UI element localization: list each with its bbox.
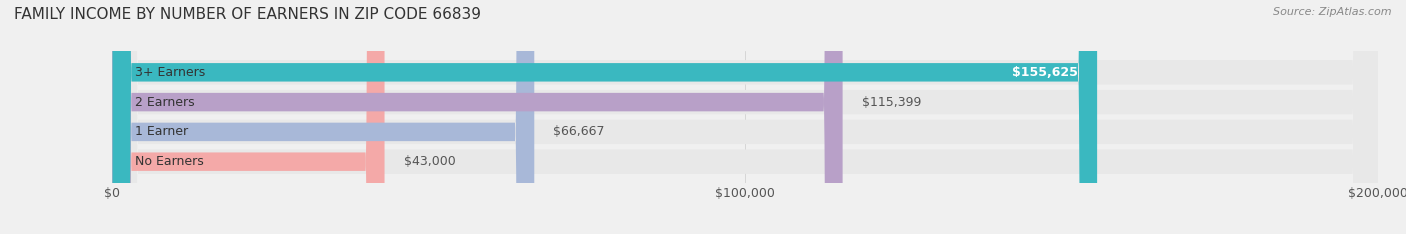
Text: No Earners: No Earners (135, 155, 204, 168)
FancyBboxPatch shape (112, 0, 1378, 234)
FancyBboxPatch shape (112, 0, 385, 234)
FancyBboxPatch shape (112, 0, 1097, 234)
Text: Source: ZipAtlas.com: Source: ZipAtlas.com (1274, 7, 1392, 17)
FancyBboxPatch shape (112, 0, 842, 234)
Text: 3+ Earners: 3+ Earners (135, 66, 205, 79)
Text: FAMILY INCOME BY NUMBER OF EARNERS IN ZIP CODE 66839: FAMILY INCOME BY NUMBER OF EARNERS IN ZI… (14, 7, 481, 22)
FancyBboxPatch shape (112, 0, 1378, 234)
Text: $43,000: $43,000 (404, 155, 456, 168)
Text: $66,667: $66,667 (554, 125, 605, 138)
Text: $115,399: $115,399 (862, 96, 921, 109)
FancyBboxPatch shape (112, 0, 1378, 234)
Text: 2 Earners: 2 Earners (135, 96, 194, 109)
Text: 1 Earner: 1 Earner (135, 125, 188, 138)
Text: $155,625: $155,625 (1012, 66, 1078, 79)
FancyBboxPatch shape (112, 0, 1378, 234)
FancyBboxPatch shape (112, 0, 534, 234)
